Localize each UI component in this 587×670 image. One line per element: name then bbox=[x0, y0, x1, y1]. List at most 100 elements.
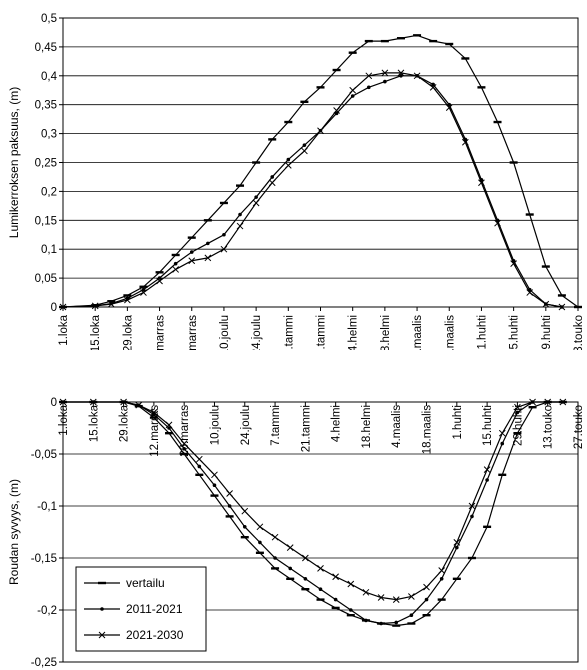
data-point-b bbox=[188, 257, 196, 265]
data-point-b bbox=[413, 72, 421, 80]
data-point bbox=[413, 72, 421, 80]
data-point bbox=[366, 85, 371, 90]
data-point-b bbox=[438, 567, 446, 574]
y-tick-label: 0 bbox=[51, 397, 57, 409]
data-point bbox=[173, 261, 178, 266]
x-tick-label: 10.joulu bbox=[209, 405, 221, 445]
data-point bbox=[206, 241, 210, 246]
x-tick-label: 27.touko bbox=[573, 405, 585, 449]
data-point bbox=[268, 179, 276, 187]
data-point-b bbox=[91, 302, 99, 310]
y-tick-label: -0,05 bbox=[31, 449, 57, 461]
data-point bbox=[167, 426, 171, 430]
x-tick-label: 24.joulu bbox=[240, 405, 252, 445]
data-point bbox=[381, 69, 389, 77]
data-point bbox=[301, 147, 308, 155]
x-tick-label: 7.tammi bbox=[283, 315, 295, 350]
data-point-b bbox=[120, 398, 127, 406]
legend-marker-b bbox=[98, 631, 106, 639]
data-point-b bbox=[172, 266, 180, 273]
data-point bbox=[241, 507, 249, 515]
data-point bbox=[333, 107, 340, 114]
data-point-b bbox=[124, 296, 131, 304]
y-tick-label: -0,1 bbox=[37, 501, 57, 513]
data-point bbox=[544, 398, 552, 406]
data-point-b bbox=[558, 303, 566, 311]
data-point bbox=[227, 504, 232, 508]
data-point bbox=[284, 162, 292, 169]
x-tick-label: 18.maalis bbox=[422, 405, 434, 454]
x-tick-label: 18.helmi bbox=[361, 405, 373, 448]
y-tick-label: 0,25 bbox=[35, 158, 57, 170]
data-point-b bbox=[226, 490, 233, 497]
data-point-b bbox=[211, 471, 218, 479]
data-point bbox=[429, 84, 437, 91]
data-point bbox=[483, 466, 491, 473]
data-point-b bbox=[301, 147, 308, 155]
data-point bbox=[204, 254, 212, 262]
data-point bbox=[120, 398, 127, 406]
data-point-b bbox=[381, 69, 389, 77]
data-point bbox=[348, 608, 353, 612]
data-point bbox=[379, 621, 383, 626]
data-point bbox=[445, 104, 453, 111]
data-point bbox=[197, 464, 202, 469]
data-point-b bbox=[542, 300, 550, 308]
series-2021-2030 bbox=[59, 69, 566, 311]
data-point bbox=[242, 525, 247, 529]
data-point bbox=[478, 179, 485, 187]
data-point-b bbox=[349, 86, 357, 94]
data-point-b bbox=[301, 554, 309, 562]
y-tick-label: -0,2 bbox=[37, 605, 57, 617]
data-point bbox=[438, 567, 446, 574]
data-point bbox=[409, 613, 414, 617]
data-point-b bbox=[256, 523, 264, 531]
data-point bbox=[222, 232, 226, 237]
y-tick-label: 0,1 bbox=[41, 244, 57, 256]
x-tick-label: 29.huhti bbox=[541, 315, 553, 350]
y-tick-label: 0,45 bbox=[35, 42, 57, 54]
data-point bbox=[494, 219, 501, 227]
data-point bbox=[271, 533, 279, 541]
frost-depth-chart: 0 -0,05 -0,1 -0,15 -0,2 -0,25 1.loka 15.loka 29.… bbox=[7, 397, 585, 669]
data-point bbox=[150, 409, 158, 416]
x-tick-label: 15.loka bbox=[88, 404, 100, 442]
data-point bbox=[542, 300, 550, 308]
data-point bbox=[89, 398, 97, 406]
legend-label: 2021-2030 bbox=[126, 628, 184, 642]
snow-depth-chart: 0 0,05 0,1 0,15 0,2 0,25 0,3 0,35 0,4 0,45 0,5 1.lo… bbox=[7, 13, 585, 350]
x-tick-label: 21.tammi bbox=[316, 315, 328, 350]
series-line-vertailu bbox=[62, 34, 579, 308]
x-tick-label: 18.maalis bbox=[444, 315, 456, 350]
data-point bbox=[91, 302, 99, 310]
data-point bbox=[254, 195, 258, 199]
data-point-b bbox=[317, 127, 324, 135]
data-point bbox=[189, 250, 194, 254]
data-point-b bbox=[453, 539, 461, 546]
y-tick-label: 0,3 bbox=[41, 129, 57, 141]
data-point-b bbox=[332, 573, 340, 581]
x-tick-label: 29.loka bbox=[122, 314, 134, 350]
data-point-b bbox=[317, 565, 324, 572]
data-point bbox=[317, 127, 324, 135]
data-point bbox=[362, 588, 370, 596]
x-tick-label: 4.maalis bbox=[412, 315, 424, 350]
data-point-b bbox=[362, 588, 370, 596]
data-point-b bbox=[150, 409, 158, 416]
data-point-b bbox=[483, 466, 491, 473]
data-point bbox=[461, 138, 469, 146]
data-point-b bbox=[59, 398, 67, 406]
data-point-b bbox=[241, 507, 249, 515]
data-point-b bbox=[498, 429, 506, 437]
legend-item: 2011-2021 bbox=[84, 602, 183, 616]
data-point bbox=[510, 260, 517, 268]
data-point bbox=[559, 398, 567, 406]
x-tick-label: 21.tammi bbox=[300, 405, 312, 452]
data-point bbox=[347, 580, 355, 588]
data-point bbox=[397, 69, 405, 77]
data-point bbox=[317, 565, 324, 572]
legend-item: vertailu bbox=[84, 576, 165, 590]
data-point bbox=[270, 175, 275, 179]
x-tick-label: 1.loka bbox=[58, 314, 70, 345]
